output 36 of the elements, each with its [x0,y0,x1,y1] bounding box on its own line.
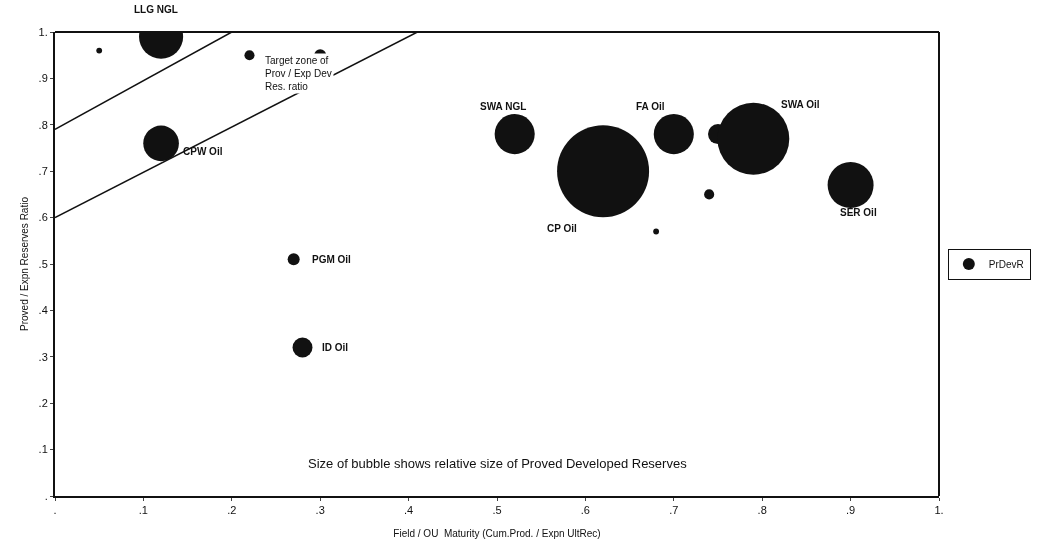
annotation: ID Oil [322,342,349,353]
y-tick-label: . [44,489,48,502]
annotation: Target zone of Prov / Exp Dev Res. ratio [265,55,332,92]
y-axis-title: Proved / Expn Reserves Ratio [19,196,31,331]
x-tick-label: .7 [669,504,679,517]
x-tick-label: .1 [138,504,148,517]
x-axis-title: Field / OU Maturity (Cum.Prod. / Expn UltRec) [393,528,601,540]
x-tick-label: .8 [757,504,767,517]
y-tick-label: 1. [38,25,48,38]
y-tick-label: .1 [38,443,48,456]
y-tick-label: .8 [38,118,48,131]
y-tick-label: .4 [38,304,48,317]
x-tick-label: .4 [404,504,414,517]
y-tick-label: .6 [38,211,48,224]
annotation: FA Oil [636,101,665,112]
x-tick-label: .3 [315,504,325,517]
annotation: SER Oil [840,207,877,218]
y-tick-label: .3 [38,350,48,363]
x-tick-label: 1. [934,504,944,517]
y-tick-label: .7 [38,165,48,178]
x-tick-label: . [53,504,57,517]
annotation: SWA Oil [781,99,820,110]
annotation: CPW Oil [183,146,223,157]
annotation: CP Oil [547,223,578,234]
y-tick-label: .9 [38,72,48,85]
x-tick-label: .5 [492,504,502,517]
x-tick-label: .6 [580,504,590,517]
y-tick-label: .2 [38,397,48,410]
annotation: Size of bubble shows relative size of Proved Developed Reserves [308,456,688,471]
x-tick-label: .9 [846,504,856,517]
x-tick-label: .2 [227,504,237,517]
annotation: PGM Oil [312,254,352,265]
legend-label: PrDevR [988,258,1024,270]
annotation: LLG NGL [134,4,178,15]
annotation: SWA NGL [480,101,527,112]
y-tick-label: .5 [38,257,48,270]
